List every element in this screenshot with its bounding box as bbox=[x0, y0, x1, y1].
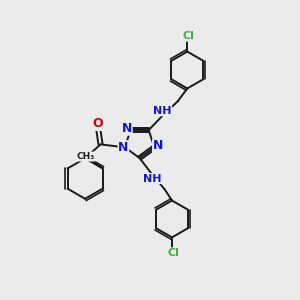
Text: NH: NH bbox=[143, 173, 162, 184]
Text: CH₃: CH₃ bbox=[77, 152, 95, 161]
Text: NH: NH bbox=[153, 106, 172, 116]
Text: Cl: Cl bbox=[167, 248, 179, 258]
Text: O: O bbox=[93, 117, 104, 130]
Text: N: N bbox=[153, 140, 163, 152]
Text: Cl: Cl bbox=[183, 31, 195, 41]
Text: N: N bbox=[118, 141, 129, 154]
Text: N: N bbox=[122, 122, 132, 135]
